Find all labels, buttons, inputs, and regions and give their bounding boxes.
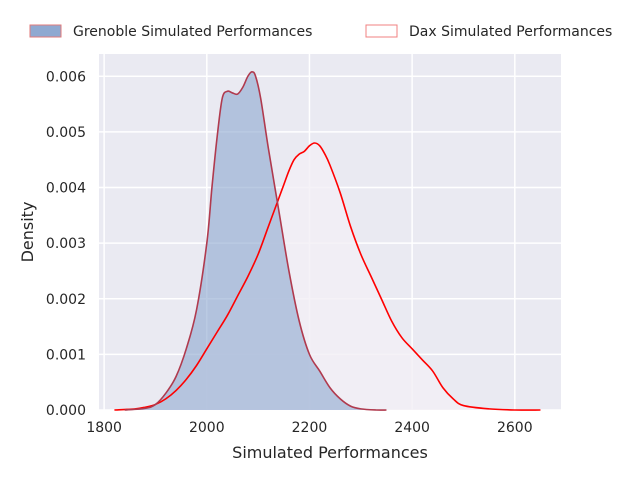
y-tick-label: 0.003 bbox=[46, 236, 86, 252]
x-tick-labels: 1800 2000 2200 2400 2600 bbox=[86, 420, 532, 436]
x-axis-label: Simulated Performances bbox=[232, 443, 428, 462]
x-tick-label: 2400 bbox=[394, 420, 430, 436]
y-tick-label: 0.006 bbox=[46, 69, 86, 85]
legend-swatch-dax bbox=[365, 24, 398, 38]
y-tick-label: 0.005 bbox=[46, 125, 86, 141]
dax-density-line bbox=[114, 142, 541, 411]
series-layer bbox=[114, 70, 541, 411]
grenoble-density-area bbox=[124, 71, 387, 411]
y-tick-labels: 0.000 0.001 0.002 0.003 0.004 0.005 0.006 bbox=[46, 69, 86, 419]
y-tick-label: 0.000 bbox=[46, 403, 86, 419]
legend-swatch-grenoble bbox=[29, 24, 62, 38]
x-tick-label: 2200 bbox=[292, 420, 328, 436]
y-tick-label: 0.004 bbox=[46, 181, 86, 197]
legend: Grenoble Simulated Performances Dax Simu… bbox=[29, 24, 612, 40]
grenoble-density-line bbox=[124, 70, 387, 411]
legend-label-grenoble: Grenoble Simulated Performances bbox=[73, 24, 312, 40]
y-tick-label: 0.002 bbox=[46, 292, 86, 308]
x-tick-label: 1800 bbox=[86, 420, 122, 436]
x-tick-label: 2000 bbox=[189, 420, 225, 436]
y-axis-label: Density bbox=[18, 202, 37, 263]
y-tick-label: 0.001 bbox=[46, 347, 86, 363]
legend-label-dax: Dax Simulated Performances bbox=[409, 24, 612, 40]
x-tick-label: 2600 bbox=[497, 420, 533, 436]
